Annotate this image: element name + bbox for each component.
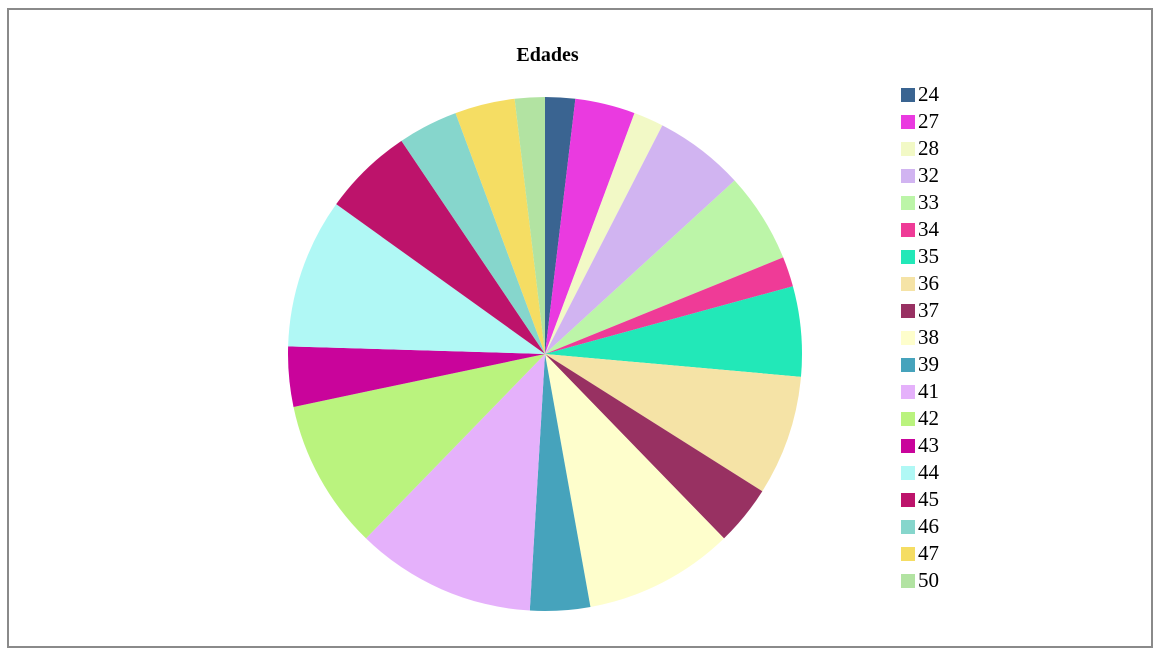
pie-slice-50 (514, 96, 545, 354)
pie-slice-46 (401, 113, 545, 354)
legend-item-41: 41 (901, 378, 939, 405)
legend-swatch (901, 573, 915, 588)
legend-swatch (901, 519, 915, 534)
legend-swatch (901, 492, 915, 507)
pie-chart (287, 96, 802, 612)
legend-swatch (901, 168, 915, 183)
chart-title: Edades (516, 44, 579, 66)
legend-label: 35 (918, 244, 939, 268)
pie-slice-42 (293, 354, 545, 539)
legend-swatch (901, 384, 915, 399)
legend-swatch (901, 276, 915, 291)
legend-label: 24 (918, 82, 939, 106)
legend-swatch (901, 411, 915, 426)
legend-label: 45 (918, 487, 939, 511)
legend-label: 43 (918, 433, 939, 457)
legend-item-46: 46 (901, 513, 939, 540)
legend-swatch (901, 222, 915, 237)
legend-swatch (901, 546, 915, 561)
pie-slice-28 (545, 113, 663, 354)
legend-item-28: 28 (901, 135, 939, 162)
legend-label: 42 (918, 406, 939, 430)
legend-item-35: 35 (901, 243, 939, 270)
legend-label: 34 (918, 217, 939, 241)
legend-label: 39 (918, 352, 939, 376)
pie-slice-34 (545, 257, 793, 354)
pie-slice-41 (365, 354, 545, 611)
legend-swatch (901, 87, 915, 102)
legend-item-24: 24 (901, 81, 939, 108)
legend-item-39: 39 (901, 351, 939, 378)
legend-label: 33 (918, 190, 939, 214)
legend-label: 37 (918, 298, 939, 322)
legend-swatch (901, 303, 915, 318)
legend-item-27: 27 (901, 108, 939, 135)
pie-slice-38 (545, 354, 725, 607)
legend-item-47: 47 (901, 540, 939, 567)
legend-swatch (901, 114, 915, 129)
pie-slice-47 (455, 98, 545, 354)
legend-swatch (901, 357, 915, 372)
legend-label: 32 (918, 163, 939, 187)
legend-swatch (901, 195, 915, 210)
legend-swatch (901, 438, 915, 453)
legend-label: 46 (918, 514, 939, 538)
legend-swatch (901, 141, 915, 156)
legend: 24 27 28 32 33 34 35 36 37 38 39 41 42 43 44 45 46 47 50 (901, 81, 939, 594)
legend-item-42: 42 (901, 405, 939, 432)
pie-slice-44 (288, 204, 545, 354)
legend-item-43: 43 (901, 432, 939, 459)
legend-item-44: 44 (901, 459, 939, 486)
legend-swatch (901, 330, 915, 345)
legend-label: 50 (918, 568, 939, 592)
legend-item-38: 38 (901, 324, 939, 351)
legend-label: 27 (918, 109, 939, 133)
legend-item-36: 36 (901, 270, 939, 297)
legend-item-37: 37 (901, 297, 939, 324)
pie-slice-27 (545, 98, 635, 354)
legend-item-34: 34 (901, 216, 939, 243)
legend-swatch (901, 465, 915, 480)
legend-item-50: 50 (901, 567, 939, 594)
legend-item-32: 32 (901, 162, 939, 189)
pie-slice-35 (545, 286, 802, 377)
legend-label: 41 (918, 379, 939, 403)
pie-slice-33 (545, 180, 784, 354)
pie-slice-37 (545, 354, 763, 539)
pie-slice-45 (336, 140, 545, 354)
pie-slice-36 (545, 354, 801, 492)
legend-item-33: 33 (901, 189, 939, 216)
legend-label: 36 (918, 271, 939, 295)
legend-label: 44 (918, 460, 939, 484)
legend-label: 28 (918, 136, 939, 160)
pie-slice-43 (287, 346, 545, 407)
pie-slice-24 (545, 97, 576, 354)
legend-swatch (901, 249, 915, 264)
legend-label: 38 (918, 325, 939, 349)
legend-item-45: 45 (901, 486, 939, 513)
pie-slice-39 (529, 354, 591, 612)
legend-label: 47 (918, 541, 939, 565)
pie-slice-32 (545, 125, 735, 354)
